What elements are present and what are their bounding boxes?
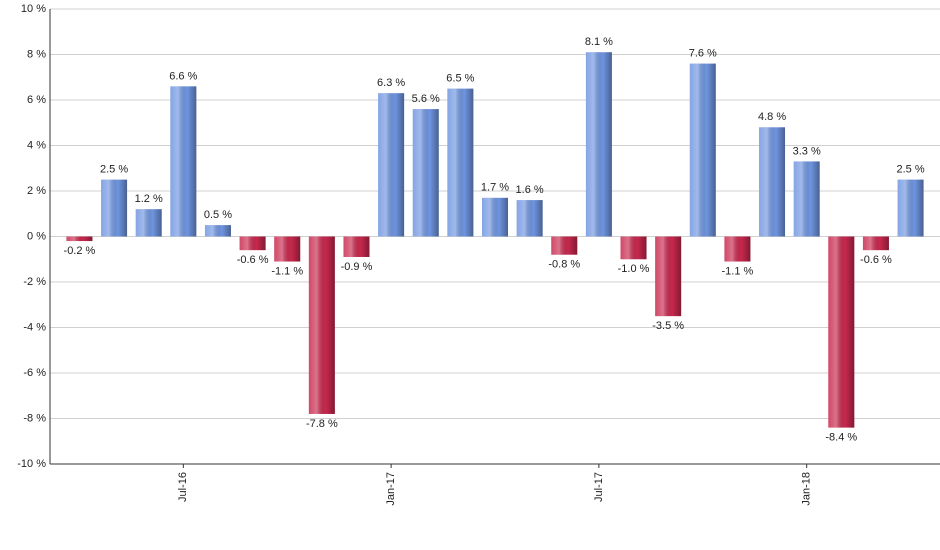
value-label: -1.1 % <box>271 265 303 277</box>
value-label: 1.2 % <box>135 193 163 205</box>
bar <box>585 52 612 237</box>
bar <box>551 236 578 255</box>
y-tick-label: 4 % <box>27 139 46 151</box>
bar <box>308 236 335 414</box>
bar <box>724 236 751 262</box>
bar <box>620 236 647 260</box>
bar <box>343 236 370 257</box>
bar <box>897 179 924 237</box>
value-label: 1.7 % <box>481 182 509 194</box>
x-tick-label: Jan-17 <box>385 472 397 506</box>
bar <box>759 127 786 237</box>
value-label: 0.5 % <box>204 209 232 221</box>
value-label: 4.8 % <box>758 111 786 123</box>
y-tick-label: -2 % <box>23 276 46 288</box>
value-label: 6.6 % <box>169 70 197 82</box>
bar <box>516 200 543 237</box>
y-tick-label: -10 % <box>17 458 46 470</box>
bar <box>135 209 162 237</box>
value-label: -0.9 % <box>341 261 373 273</box>
bar <box>482 197 508 237</box>
value-label: -0.6 % <box>860 254 892 266</box>
y-tick-label: -4 % <box>23 321 46 333</box>
value-label: 5.6 % <box>412 93 440 105</box>
bar <box>689 63 716 237</box>
y-tick-label: 2 % <box>27 185 46 197</box>
value-label: 2.5 % <box>896 164 924 176</box>
value-label: -7.8 % <box>306 418 338 430</box>
bar <box>378 93 405 237</box>
y-tick-label: 6 % <box>27 94 46 106</box>
bar <box>239 236 266 251</box>
x-tick-label: Jan-18 <box>801 472 813 506</box>
value-label: 6.5 % <box>446 73 474 85</box>
value-label: 3.3 % <box>793 145 821 157</box>
y-tick-label: -8 % <box>23 412 46 424</box>
value-label: -0.6 % <box>237 254 269 266</box>
bar <box>828 236 855 428</box>
value-label: -1.1 % <box>722 265 754 277</box>
y-tick-label: 10 % <box>21 3 46 15</box>
value-label: -0.8 % <box>548 259 580 271</box>
value-label: -3.5 % <box>652 320 684 332</box>
bar <box>204 225 231 237</box>
value-label: -1.0 % <box>618 263 650 275</box>
x-tick-label: Jul-16 <box>177 472 189 502</box>
value-label: 7.6 % <box>689 48 717 60</box>
bar <box>170 86 197 237</box>
bar <box>412 109 439 237</box>
bar <box>66 236 93 242</box>
bar <box>793 161 820 237</box>
value-label: -8.4 % <box>825 432 857 444</box>
value-label: 6.3 % <box>377 77 405 89</box>
value-label: -0.2 % <box>64 245 96 257</box>
bar <box>101 179 128 237</box>
value-label: 1.6 % <box>516 184 544 196</box>
x-tick-label: Jul-17 <box>593 472 605 502</box>
value-label: 8.1 % <box>585 36 613 48</box>
y-tick-label: 8 % <box>27 48 46 60</box>
bar <box>274 236 301 262</box>
bar <box>447 88 474 237</box>
value-label: 2.5 % <box>100 164 128 176</box>
y-tick-label: -6 % <box>23 367 46 379</box>
y-tick-label: 0 % <box>27 230 46 242</box>
bar <box>862 236 889 251</box>
bar <box>655 236 682 317</box>
